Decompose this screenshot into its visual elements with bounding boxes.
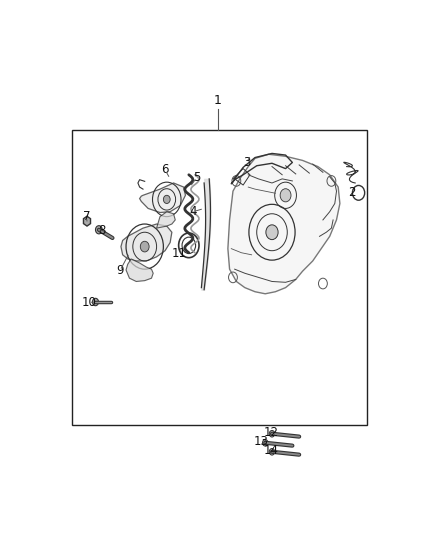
Circle shape xyxy=(95,225,102,234)
Text: 10: 10 xyxy=(81,296,96,309)
Circle shape xyxy=(266,225,278,240)
Circle shape xyxy=(269,448,275,455)
Polygon shape xyxy=(84,216,91,226)
Circle shape xyxy=(262,440,268,446)
Polygon shape xyxy=(126,259,153,281)
Text: 13: 13 xyxy=(254,435,268,448)
Text: 7: 7 xyxy=(83,210,90,223)
Text: 3: 3 xyxy=(243,156,250,169)
Text: 9: 9 xyxy=(116,264,124,277)
Text: 5: 5 xyxy=(193,171,200,184)
Circle shape xyxy=(92,298,99,306)
Polygon shape xyxy=(228,154,340,294)
Text: 8: 8 xyxy=(98,224,105,237)
Text: 4: 4 xyxy=(190,205,197,218)
Circle shape xyxy=(140,241,149,252)
Bar xyxy=(72,130,367,425)
Polygon shape xyxy=(121,224,172,261)
Polygon shape xyxy=(156,212,175,228)
Text: 1: 1 xyxy=(214,94,222,107)
Text: 14: 14 xyxy=(264,445,279,457)
Circle shape xyxy=(163,195,170,204)
Text: 12: 12 xyxy=(264,426,279,439)
Circle shape xyxy=(269,431,275,437)
Text: 6: 6 xyxy=(161,163,169,176)
Text: 2: 2 xyxy=(348,187,356,199)
Circle shape xyxy=(280,189,291,202)
Polygon shape xyxy=(140,183,185,213)
Text: 11: 11 xyxy=(172,247,187,261)
